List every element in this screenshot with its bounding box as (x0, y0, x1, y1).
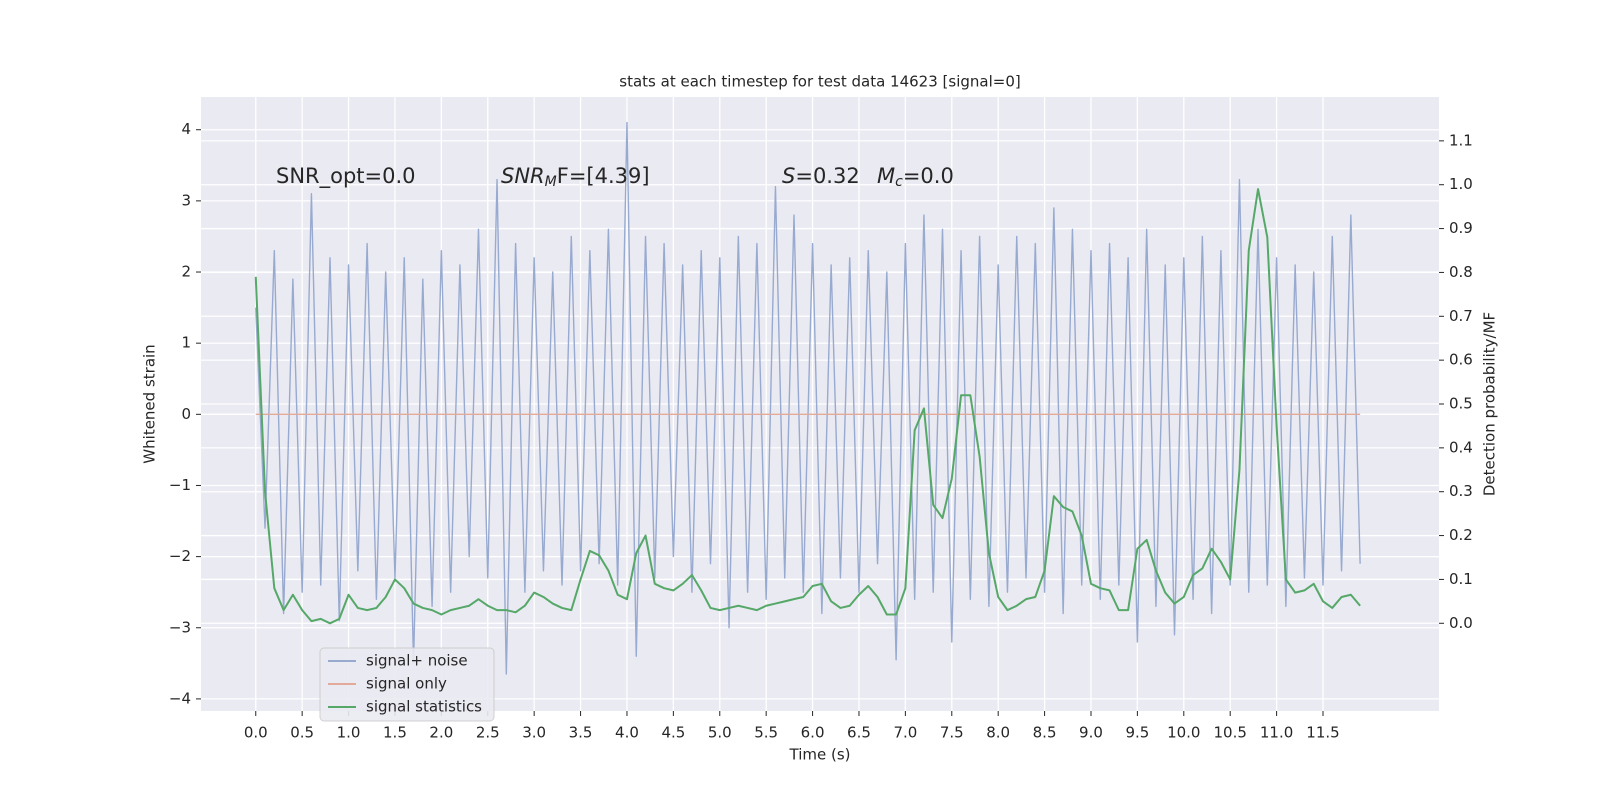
y-tick-label: −3 (169, 618, 191, 636)
y-tick-label: −1 (169, 476, 191, 494)
chart-title: stats at each timestep for test data 146… (619, 73, 1020, 91)
x-tick-label: 11.5 (1306, 724, 1339, 742)
annotation-part: =0.0 (903, 164, 954, 188)
annotation-part: =0.32 (795, 164, 859, 188)
y2-tick-label: 0.3 (1449, 482, 1473, 500)
x-axis-label: Time (s) (789, 746, 851, 764)
x-tick-label: 2.0 (429, 724, 453, 742)
y2-tick-label: 0.1 (1449, 570, 1473, 588)
y2-tick-label: 0.4 (1449, 438, 1473, 456)
series-line (255, 121, 1361, 675)
annotation: Mc=0.0 (877, 164, 954, 190)
x-tick-label: 10.5 (1213, 724, 1246, 742)
x-tick-label: 4.0 (615, 724, 639, 742)
y2-tick-label: 0.0 (1449, 614, 1473, 632)
y2-tick-label: 0.5 (1449, 395, 1473, 413)
x-tick-label: 3.0 (522, 724, 546, 742)
x-tick-label: 4.5 (661, 724, 685, 742)
y-tick-label: 2 (181, 263, 191, 281)
y2-tick-label: 0.9 (1449, 219, 1473, 237)
y2-tick-label: 0.7 (1449, 307, 1473, 325)
y-tick-label: 0 (181, 405, 191, 423)
y-tick-label: −4 (169, 689, 191, 707)
x-tick-label: 8.0 (986, 724, 1010, 742)
x-tick-label: 5.5 (754, 724, 778, 742)
y-tick-label: 4 (181, 120, 191, 138)
y-tick-label: 1 (181, 334, 191, 352)
y-tick-label: 3 (181, 191, 191, 209)
y2-axis-label: Detection probability/MF (1481, 312, 1499, 496)
series-line (254, 188, 1361, 625)
legend-label: signal+ noise (366, 652, 468, 670)
annotation-part: SNR (501, 164, 545, 188)
legend-label: signal only (366, 675, 447, 693)
x-tick-label: 5.0 (708, 724, 732, 742)
legend-box (319, 647, 495, 722)
x-tick-label: 9.0 (1079, 724, 1103, 742)
y2-tick-label: 0.8 (1449, 263, 1473, 281)
x-tick-label: 1.0 (337, 724, 361, 742)
annotation-part: S (782, 164, 795, 188)
y-tick-label: −2 (169, 547, 191, 565)
x-tick-label: 2.5 (476, 724, 500, 742)
annotation: SNR_opt=0.0 (276, 164, 416, 189)
x-tick-label: 8.5 (1033, 724, 1057, 742)
x-tick-label: 0.5 (290, 724, 314, 742)
y-axis-label: Whitened strain (141, 344, 159, 463)
y2-tick-label: 0.6 (1449, 351, 1473, 369)
annotation: S=0.32 (782, 164, 860, 188)
x-tick-label: 7.5 (940, 724, 964, 742)
x-tick-label: 11.0 (1260, 724, 1293, 742)
x-tick-label: 1.5 (383, 724, 407, 742)
y2-tick-label: 1.0 (1449, 175, 1473, 193)
annotation-part: M (877, 164, 895, 188)
annotation-part: F=[4.39] (557, 164, 650, 188)
annotation-part: M (545, 174, 557, 190)
x-tick-label: 9.5 (1125, 724, 1149, 742)
x-tick-label: 3.5 (569, 724, 593, 742)
x-tick-label: 0.0 (244, 724, 268, 742)
x-tick-label: 6.0 (801, 724, 825, 742)
x-tick-label: 6.5 (847, 724, 871, 742)
x-tick-label: 7.0 (893, 724, 917, 742)
y2-tick-label: 0.2 (1449, 526, 1473, 544)
y2-tick-label: 1.1 (1449, 131, 1473, 149)
annotation-part: c (895, 174, 903, 190)
legend-label: signal statistics (366, 698, 482, 716)
annotation: SNRMF=[4.39] (501, 164, 650, 190)
x-tick-label: 10.0 (1167, 724, 1200, 742)
